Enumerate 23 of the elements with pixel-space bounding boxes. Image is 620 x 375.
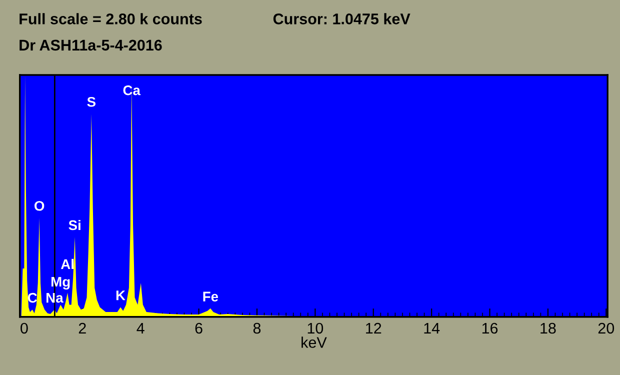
annotation: O <box>34 200 44 211</box>
x-tick-label: 8 <box>253 322 261 334</box>
x-tick-label: 10 <box>308 322 324 334</box>
annotation: S <box>87 96 96 107</box>
text: Cursor: 1.0475 keV <box>273 13 410 24</box>
annotation: C <box>28 292 37 303</box>
chart-subtitle: Dr ASH11a-5-4-2016 <box>20 40 162 51</box>
x-tick-label: 4 <box>136 322 144 334</box>
x-axis-title: keV <box>302 336 327 348</box>
annotation: Al <box>60 258 74 269</box>
x-tick-label: 16 <box>482 322 498 334</box>
annotation: Fe <box>203 292 218 302</box>
x-tick-label: 20 <box>598 322 614 334</box>
x-tick-label: 14 <box>424 322 440 334</box>
x-tick-label: 0 <box>20 322 28 334</box>
x-tick-label: 6 <box>195 322 202 334</box>
annotation: Si <box>68 220 80 230</box>
x-tick-label: 18 <box>540 322 556 334</box>
x-tick-label: 2 <box>78 322 86 334</box>
annotation: Ca <box>123 85 141 96</box>
x-tick-label: 12 <box>366 322 382 334</box>
chart-title: Full scale = 2.80 k counts <box>20 13 202 24</box>
annotation: K <box>116 290 126 300</box>
